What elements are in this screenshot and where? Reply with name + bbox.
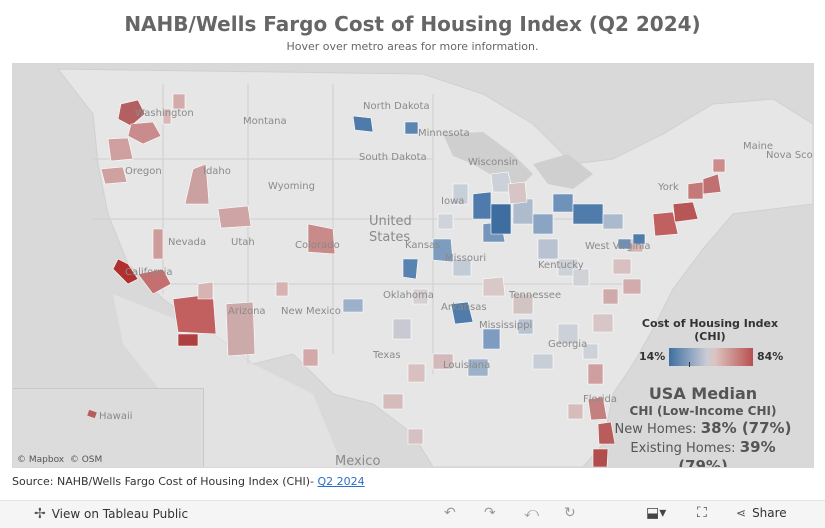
legend-median-tick	[689, 362, 690, 367]
median-existing-homes-cont: (79%)	[593, 457, 813, 468]
state-label-florida: Florida	[583, 394, 618, 405]
state-label-wyoming: Wyoming	[268, 181, 315, 192]
state-label-california: California	[125, 267, 173, 278]
state-label-nevada: Nevada	[168, 237, 207, 248]
existing-homes-value: 39%	[739, 438, 776, 456]
state-label-north-dakota: North Dakota	[363, 101, 430, 112]
state-label-west-virginia: West Virginia	[585, 241, 651, 252]
state-label-texas: Texas	[373, 350, 401, 361]
state-label-arkansas: Arkansas	[441, 302, 487, 313]
state-label-colorado: Colorado	[295, 240, 340, 251]
state-label-new-mexico: New Mexico	[281, 306, 341, 317]
revert-icon[interactable]: ⤺	[524, 505, 539, 521]
state-label-new-york: York	[658, 182, 679, 193]
source-link[interactable]: Q2 2024	[317, 475, 365, 488]
state-label-minnesota: Minnesota	[418, 128, 470, 139]
share-icon: ⋖	[736, 506, 747, 520]
inset-label-hawaii: Hawaii	[99, 411, 133, 422]
refresh-icon[interactable]: ↻	[564, 505, 576, 521]
source-note: Source: NAHB/Wells Fargo Cost of Housing…	[12, 475, 365, 488]
download-icon[interactable]: ⬓▾	[646, 505, 667, 521]
median-subheading: CHI (Low-Income CHI)	[629, 404, 777, 418]
state-label-kentucky: Kentucky	[538, 260, 584, 271]
mapbox-attribution[interactable]: © Mapbox	[17, 455, 65, 465]
state-label-iowa: Iowa	[441, 196, 465, 207]
map-attribution: © Mapbox © OSM	[17, 455, 102, 465]
state-label-oregon: Oregon	[125, 166, 162, 177]
osm-attribution[interactable]: © OSM	[69, 455, 103, 465]
share-button[interactable]: ⋖ Share	[736, 506, 787, 520]
existing-homes-label: Existing Homes:	[630, 441, 736, 456]
state-label-georgia: Georgia	[548, 339, 588, 350]
tableau-logo-icon: ✢	[34, 506, 46, 522]
state-label-tennessee: Tennessee	[509, 290, 562, 301]
state-label-missouri: Missouri	[445, 253, 487, 264]
state-label-wisconsin: Wisconsin	[468, 157, 518, 168]
country-label-mexico: Mexico	[335, 454, 381, 468]
state-label-arizona: Arizona	[228, 306, 266, 317]
share-label: Share	[752, 506, 787, 520]
legend-max-label: 84%	[757, 350, 784, 363]
existing-homes-value-low-income: (79%)	[678, 457, 728, 468]
new-homes-label: New Homes:	[614, 422, 697, 437]
country-label-united-states: United States	[369, 214, 412, 245]
legend-color-bar	[669, 348, 753, 366]
page-subtitle: Hover over metro areas for more informat…	[286, 40, 539, 53]
state-label-louisiana: Louisiana	[443, 360, 491, 371]
map-canvas[interactable]	[13, 64, 813, 467]
state-label-idaho: Idaho	[203, 166, 231, 177]
state-label-south-dakota: South Dakota	[359, 152, 427, 163]
hawaii-metro[interactable]	[87, 409, 97, 419]
map-container[interactable]: North Dakota Montana Minnesota South Dak…	[12, 63, 814, 468]
legend-min-label: 14%	[639, 350, 666, 363]
tableau-toolbar: ✢ View on Tableau Public ↶ ↷ ⤺ ↻ ⬓▾ ⛶ ⋖ …	[0, 500, 825, 528]
metro-areas	[100, 93, 726, 467]
source-text: Source: NAHB/Wells Fargo Cost of Housing…	[12, 475, 318, 488]
undo-icon[interactable]: ↶	[444, 505, 456, 521]
state-label-nova-scotia: Nova Scotia	[766, 150, 813, 161]
state-label-utah: Utah	[231, 237, 255, 248]
hawaii-inset[interactable]: Hawaii © Mapbox © OSM	[13, 388, 204, 467]
legend-title: Cost of Housing Index (CHI)	[641, 317, 779, 343]
median-heading: USA Median	[648, 384, 758, 403]
state-label-montana: Montana	[243, 116, 287, 127]
redo-icon[interactable]: ↷	[484, 505, 496, 521]
fullscreen-icon[interactable]: ⛶	[697, 505, 707, 521]
state-label-maine: Maine	[743, 141, 774, 152]
view-on-tableau-button[interactable]: ✢ View on Tableau Public	[34, 506, 188, 522]
view-on-tableau-label: View on Tableau Public	[51, 507, 189, 521]
state-label-oklahoma: Oklahoma	[383, 290, 434, 301]
page-title: NAHB/Wells Fargo Cost of Housing Index (…	[124, 12, 701, 36]
state-label-kansas: Kansas	[405, 240, 441, 251]
median-existing-homes: Existing Homes: 39%	[593, 438, 813, 456]
state-label-washington: Washington	[135, 108, 194, 119]
new-homes-value: 38% (77%)	[700, 419, 792, 437]
median-new-homes: New Homes: 38% (77%)	[593, 419, 813, 437]
state-label-mississippi: Mississippi	[479, 320, 533, 331]
